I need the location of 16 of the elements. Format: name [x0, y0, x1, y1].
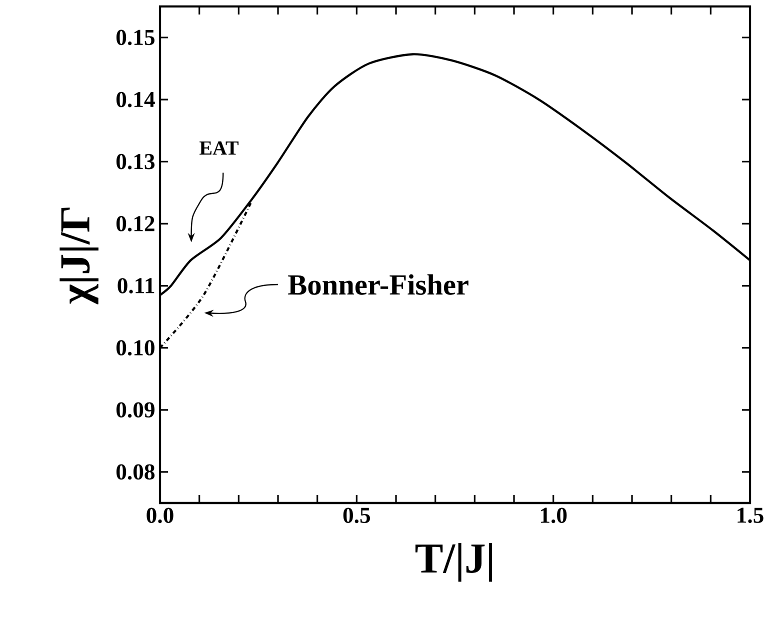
- y-tick-label: 0.13: [116, 154, 155, 170]
- x-tick-label: 1.5: [738, 508, 764, 523]
- y-tick-label: 0.12: [116, 216, 154, 232]
- annotation: Bonner-Fisher: [288, 274, 468, 295]
- x-axis-title: T/|J|: [415, 542, 492, 582]
- y-tick-label: 0.08: [116, 464, 155, 480]
- x-tick-label: 0.0: [146, 508, 174, 524]
- x-tick-label: 1.0: [540, 508, 567, 524]
- y-tick-label: 0.09: [116, 402, 154, 418]
- y-tick-label: 0.11: [118, 278, 154, 294]
- y-tick-label: 0.15: [116, 30, 154, 46]
- y-tick-label: 0.10: [116, 340, 154, 356]
- y-tick-label: 0.14: [116, 92, 155, 108]
- annotation: EAT: [200, 141, 239, 155]
- y-axis-title: χ|J|/Γ: [60, 208, 98, 304]
- x-tick-label: 0.5: [343, 508, 370, 524]
